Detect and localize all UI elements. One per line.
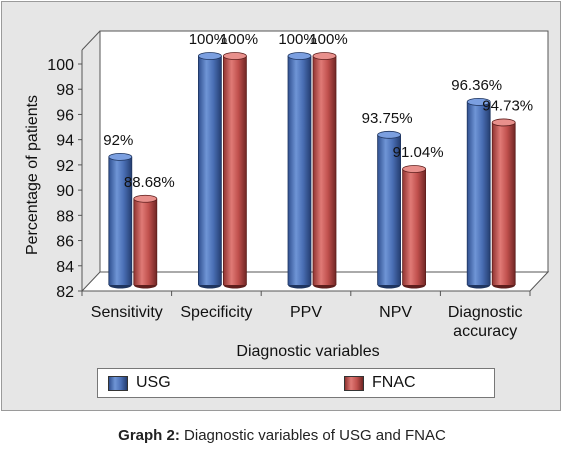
x-axis-label: Diagnostic variables xyxy=(236,343,379,360)
data-label-fnac: 100% xyxy=(309,31,347,48)
data-label-usg: 96.36% xyxy=(451,77,502,94)
y-tick-label: 94 xyxy=(56,133,74,150)
y-tick-label: 98 xyxy=(56,82,74,99)
bar-fnac xyxy=(133,194,158,289)
legend-label-usg: USG xyxy=(136,374,171,391)
bar-usg xyxy=(197,52,222,289)
data-label-fnac: 100% xyxy=(220,31,258,48)
caption-label: Graph 2: xyxy=(118,427,180,444)
legend: USG FNAC xyxy=(97,368,495,398)
x-tick-label: Sensitivity xyxy=(91,304,163,321)
x-tick-label: Diagnostic accuracy xyxy=(448,304,523,340)
y-axis-label: Percentage of patients xyxy=(24,95,41,255)
y-axis-depth xyxy=(81,30,101,51)
y-tick-label: 100 xyxy=(47,57,74,74)
data-label-usg: 92% xyxy=(103,132,133,149)
data-label-fnac: 94.73% xyxy=(482,97,533,114)
data-label-usg: 100% xyxy=(278,31,316,48)
chart-panel: 82 84 86 88 90 92 94 96 98 100 Sensitivity Specifi… xyxy=(1,1,561,411)
y-tick-label: 88 xyxy=(56,208,74,225)
figure-caption: Graph 2: Diagnostic variables of USG and… xyxy=(0,427,564,444)
data-label-fnac: 88.68% xyxy=(124,174,175,191)
y-tick-label: 84 xyxy=(56,259,74,276)
legend-item-fnac: FNAC xyxy=(344,374,416,392)
bar-fnac xyxy=(312,52,337,289)
x-tick-label: PPV xyxy=(290,304,322,321)
y-tick-label: 96 xyxy=(56,107,74,124)
y-tick-label: 82 xyxy=(56,284,74,301)
data-label-fnac: 91.04% xyxy=(393,144,444,161)
bar-usg xyxy=(108,152,133,289)
data-label-usg: 100% xyxy=(189,31,227,48)
bar-fnac xyxy=(402,165,427,289)
legend-swatch-fnac xyxy=(344,375,364,391)
bar-usg xyxy=(466,98,491,289)
x-tick-label: NPV xyxy=(379,304,412,321)
legend-item-usg: USG xyxy=(108,374,171,392)
x-tick-label: Specificity xyxy=(180,304,252,321)
data-label-usg: 93.75% xyxy=(362,110,413,127)
legend-label-fnac: FNAC xyxy=(372,374,416,391)
bar-usg xyxy=(377,130,402,289)
bar-fnac xyxy=(222,52,247,289)
y-tick-label: 86 xyxy=(56,234,74,251)
bar-fnac xyxy=(491,118,516,289)
bar-chart: 82 84 86 88 90 92 94 96 98 100 Sensitivity Specifi… xyxy=(24,30,550,360)
y-tick-label: 92 xyxy=(56,158,74,175)
bar-usg xyxy=(287,52,312,289)
caption-text: Diagnostic variables of USG and FNAC xyxy=(184,427,446,444)
legend-swatch-usg xyxy=(108,375,128,391)
y-tick-label: 90 xyxy=(56,183,74,200)
